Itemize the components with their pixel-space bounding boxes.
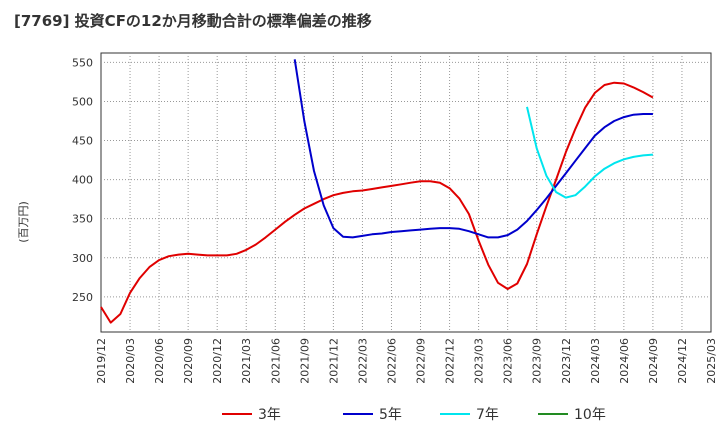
- legend-label: 7年: [476, 407, 499, 423]
- x-tick-label: 2024/12: [676, 338, 689, 384]
- legend-label: 10年: [574, 407, 606, 423]
- series-line: [526, 106, 653, 199]
- series-line: [100, 81, 654, 324]
- x-tick-label: 2024/06: [618, 338, 631, 384]
- y-tick-label: 300: [72, 252, 93, 265]
- x-tick-label: 2020/06: [153, 338, 166, 384]
- plot-area: [100, 52, 712, 333]
- x-tick-label: 2022/06: [385, 338, 398, 384]
- x-tick-label: 2019/12: [95, 338, 108, 384]
- x-tick-label: 2023/06: [502, 338, 515, 384]
- x-tick-label: 2025/03: [705, 338, 718, 384]
- y-tick-label: 250: [72, 291, 93, 304]
- x-tick-label: 2020/03: [124, 338, 137, 384]
- legend-label: 3年: [258, 407, 281, 423]
- x-tick-label: 2021/09: [298, 338, 311, 384]
- x-tick-label: 2021/12: [327, 338, 340, 384]
- x-tick-label: 2023/03: [473, 338, 486, 384]
- x-tick-label: 2022/09: [415, 338, 428, 384]
- x-tick-label: 2024/09: [647, 338, 660, 384]
- y-tick-label: 550: [72, 56, 93, 69]
- y-tick-label: 500: [72, 95, 93, 108]
- x-tick-label: 2023/09: [531, 338, 544, 384]
- x-tick-label: 2024/03: [589, 338, 602, 384]
- y-tick-label: 450: [72, 135, 93, 148]
- legend-label: 5年: [379, 407, 402, 423]
- x-tick-label: 2023/12: [560, 338, 573, 384]
- x-tick-label: 2022/03: [356, 338, 369, 384]
- x-tick-label: 2020/09: [182, 338, 195, 384]
- x-tick-label: 2021/06: [269, 338, 282, 384]
- y-tick-label: 400: [72, 174, 93, 187]
- x-tick-label: 2022/12: [444, 338, 457, 384]
- x-tick-label: 2020/12: [211, 338, 224, 384]
- y-tick-label: 350: [72, 213, 93, 226]
- x-tick-label: 2021/03: [240, 338, 253, 384]
- series-line: [293, 59, 653, 239]
- chart-title: [7769] 投資CFの12か月移動合計の標準偏差の推移: [14, 12, 372, 30]
